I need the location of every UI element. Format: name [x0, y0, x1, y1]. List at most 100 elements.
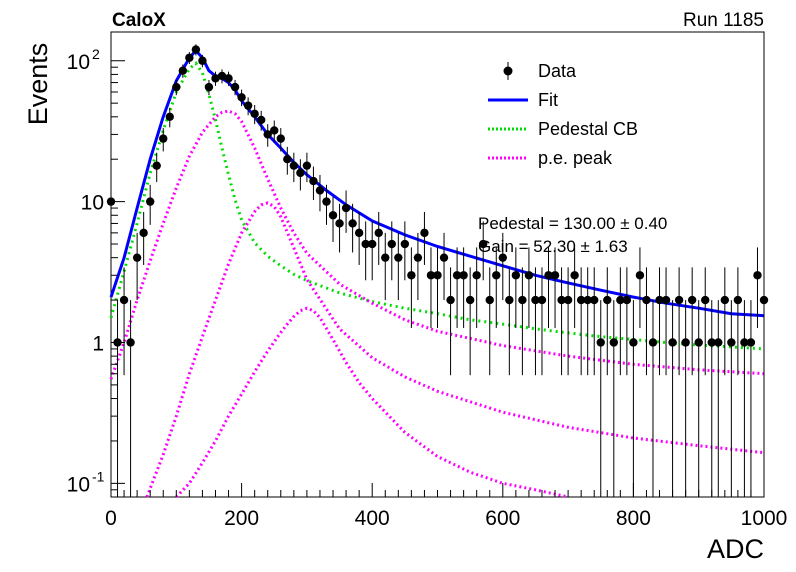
series-p-e-peak-3	[175, 306, 569, 499]
y-axis-title: Events	[23, 43, 53, 126]
data-point	[524, 271, 534, 280]
data-point	[590, 295, 599, 305]
data-point	[328, 211, 338, 220]
data-point	[668, 338, 677, 347]
data-point	[322, 197, 331, 206]
data-point	[531, 295, 540, 305]
data-point	[152, 161, 161, 170]
data-point	[302, 161, 312, 170]
x-axis-title: ADC	[707, 534, 764, 564]
data-point	[368, 239, 377, 249]
data-point	[498, 253, 507, 262]
data-point	[413, 253, 423, 262]
data-point	[505, 295, 514, 305]
data-point	[609, 338, 619, 347]
data-point	[341, 203, 351, 213]
data-point	[570, 271, 579, 280]
y-tick-exponent: -1	[92, 468, 105, 484]
data-point	[635, 271, 645, 280]
data-point	[714, 338, 723, 347]
legend: Data Fit Pedestal CB p.e. peak	[488, 61, 638, 168]
data-point	[250, 109, 259, 119]
data-point	[753, 271, 762, 280]
data-point	[459, 271, 468, 280]
data-point	[446, 295, 455, 305]
data-point	[387, 239, 396, 249]
data-point	[472, 271, 481, 280]
legend-marker	[503, 66, 513, 76]
data-point	[485, 295, 494, 305]
x-tick-label: 0	[105, 507, 117, 530]
data-point	[661, 295, 671, 305]
data-point	[400, 239, 410, 249]
data-point	[289, 161, 299, 170]
data-point	[433, 271, 442, 280]
data-point	[576, 295, 586, 305]
y-tick-label: 10	[81, 192, 104, 215]
data-point	[544, 271, 553, 280]
x-tick-label: 600	[485, 507, 520, 530]
data-point	[119, 295, 129, 305]
x-tick-label: 800	[616, 507, 651, 530]
data-point	[165, 112, 174, 122]
data-point	[420, 228, 429, 238]
data-point	[629, 338, 638, 347]
data-point	[132, 253, 142, 262]
data-point	[172, 82, 181, 92]
data-point	[746, 338, 756, 347]
data-point	[687, 295, 697, 305]
data-point	[465, 295, 475, 305]
x-tick-label: 200	[224, 507, 259, 530]
y-tick-label: 1	[92, 332, 104, 355]
data-point	[270, 126, 279, 135]
data-point	[191, 45, 201, 54]
data-point	[557, 295, 566, 305]
series-pedestal-cb	[109, 61, 765, 351]
data-point	[263, 130, 272, 139]
data-point	[733, 295, 743, 305]
x-tick-label: 1000	[741, 507, 788, 530]
data-point	[381, 253, 390, 262]
data-point	[701, 295, 710, 305]
data-point	[256, 115, 266, 125]
data-point	[707, 338, 716, 347]
data-point	[759, 295, 769, 305]
experiment-label: CaloX	[112, 10, 166, 31]
legend-label: Pedestal CB	[538, 119, 638, 139]
data-point	[563, 295, 573, 305]
data-point	[230, 82, 240, 92]
data-point	[511, 271, 521, 280]
data-point	[243, 101, 253, 110]
data-point	[237, 93, 246, 102]
data-point	[354, 228, 364, 238]
data-point	[283, 155, 292, 164]
x-tick-label: 400	[355, 507, 390, 530]
data-point	[655, 295, 664, 305]
data-point	[452, 271, 462, 280]
data-point	[315, 186, 325, 195]
curve-layer	[109, 48, 765, 499]
data-point	[145, 197, 155, 206]
data-point	[394, 253, 403, 262]
data-point	[139, 228, 148, 238]
data-point	[720, 295, 730, 305]
data-point	[727, 338, 736, 347]
data-point	[492, 271, 501, 280]
data-point	[642, 295, 651, 305]
data-point	[126, 338, 135, 347]
data-point	[224, 74, 233, 83]
fit-stat-pedestal: Pedestal = 130.00 ± 0.40	[478, 214, 667, 233]
data-point	[479, 239, 488, 249]
data-point	[335, 219, 344, 228]
data-point	[583, 295, 592, 305]
series-p-e-peak-1	[109, 109, 765, 380]
data-point	[211, 74, 220, 83]
data-point	[361, 239, 370, 249]
legend-label: Fit	[538, 90, 558, 110]
data-point	[740, 338, 749, 347]
fit-stat-gain: Gain = 52.30 ± 1.63	[478, 237, 628, 256]
data-point	[681, 338, 690, 347]
data-point	[204, 82, 214, 92]
y-tick-exponent: 2	[92, 46, 100, 62]
data-point	[596, 338, 605, 347]
